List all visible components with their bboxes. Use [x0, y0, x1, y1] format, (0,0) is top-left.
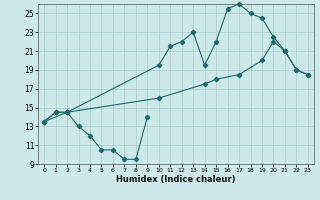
X-axis label: Humidex (Indice chaleur): Humidex (Indice chaleur): [116, 175, 236, 184]
